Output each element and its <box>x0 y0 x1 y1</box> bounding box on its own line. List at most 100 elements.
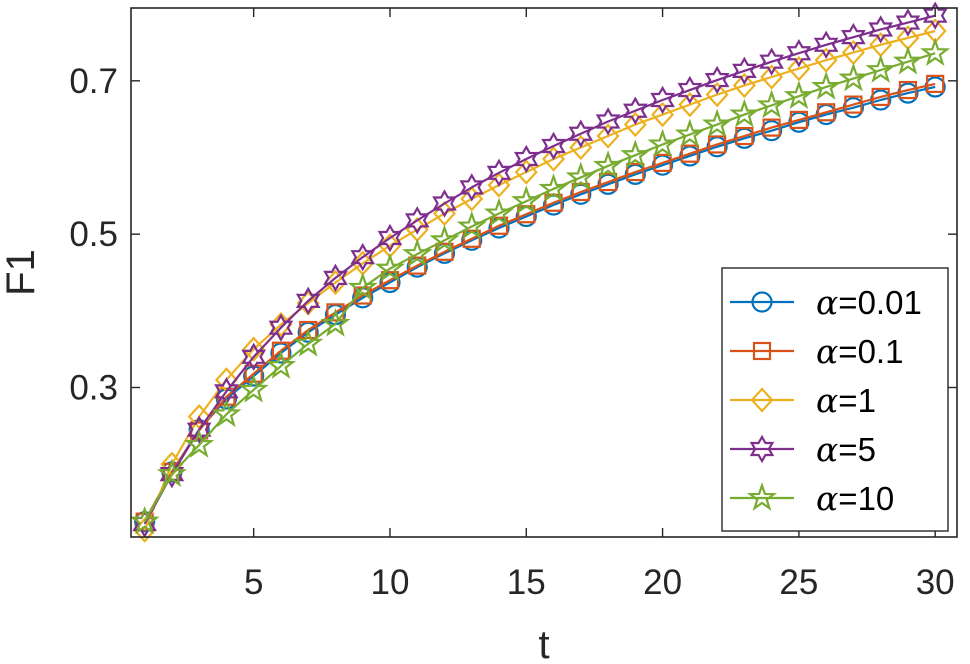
data-point <box>735 126 754 146</box>
data-point <box>705 81 729 108</box>
data-point <box>596 123 620 149</box>
legend-alpha-symbol: α <box>816 381 838 420</box>
data-point <box>871 87 890 107</box>
data-point <box>702 108 733 138</box>
x-axis-label: t <box>538 623 549 664</box>
series-4 <box>132 1 948 539</box>
data-point <box>350 242 376 272</box>
data-point <box>623 96 648 125</box>
data-point <box>347 271 378 301</box>
legend-alpha-symbol: α <box>816 332 838 371</box>
data-point <box>402 238 433 267</box>
data-point <box>813 30 839 60</box>
data-point <box>651 101 675 128</box>
data-point <box>760 64 784 90</box>
x-tick-label: 5 <box>244 563 263 602</box>
legend-item: α=1 <box>730 381 876 420</box>
ticks-layer: 5 10 15 20 25 30 0.3 0.5 0.7 <box>69 8 957 602</box>
data-point <box>186 415 212 444</box>
data-point <box>568 119 594 148</box>
data-point <box>704 65 730 95</box>
legend-label: α=5 <box>816 430 876 469</box>
data-point <box>783 80 814 109</box>
y-tick-label: 0.3 <box>69 369 118 408</box>
data-point <box>653 153 672 172</box>
data-point <box>838 62 869 92</box>
data-point <box>271 341 291 360</box>
data-point <box>569 134 593 161</box>
data-point <box>459 173 485 202</box>
legend-item: α=5 <box>730 430 876 469</box>
data-point <box>565 161 596 191</box>
data-point <box>732 72 756 99</box>
data-point <box>244 364 263 383</box>
data-point <box>868 15 893 44</box>
data-point <box>680 144 699 163</box>
legend-value: =10 <box>838 480 894 517</box>
series-5 <box>129 37 951 535</box>
legend-label: α=0.1 <box>816 332 903 371</box>
legend-alpha-symbol: α <box>816 283 838 322</box>
data-point <box>184 429 215 458</box>
series-layer <box>129 1 951 543</box>
legend-marker <box>752 341 772 361</box>
data-point <box>626 162 645 182</box>
axes-box <box>130 7 958 538</box>
data-point <box>320 308 351 337</box>
legend-alpha-symbol: α <box>816 479 838 518</box>
data-point <box>892 45 924 75</box>
data-point <box>841 22 866 52</box>
data-point <box>759 47 784 76</box>
data-point <box>187 403 211 430</box>
data-point <box>514 159 538 185</box>
data-point <box>623 111 647 138</box>
x-tick-label: 15 <box>507 563 546 602</box>
data-point <box>787 55 811 82</box>
legend-item: α=0.01 <box>730 283 922 322</box>
data-point <box>920 37 951 67</box>
data-point <box>762 118 781 137</box>
data-point <box>729 98 760 128</box>
legend-alpha-symbol: α <box>816 430 838 469</box>
data-point <box>817 103 836 122</box>
data-point <box>293 327 324 357</box>
data-point <box>732 56 757 86</box>
data-point <box>786 39 812 68</box>
legend-item: α=10 <box>730 479 894 518</box>
data-point <box>242 336 266 362</box>
legend: α=0.01α=0.1α=1α=5α=10 <box>721 267 949 532</box>
data-point <box>429 224 460 254</box>
series-line <box>143 82 936 523</box>
data-point <box>650 85 675 115</box>
data-point <box>460 186 484 212</box>
y-tick-label: 0.7 <box>69 62 118 101</box>
legend-value: =5 <box>838 431 876 468</box>
data-point <box>571 182 590 202</box>
data-point <box>159 459 185 489</box>
data-point <box>299 320 318 340</box>
data-point <box>592 150 624 179</box>
data-point <box>595 107 621 136</box>
data-point <box>620 139 651 169</box>
x-tick-label: 25 <box>779 563 818 602</box>
legend-label: α=0.01 <box>816 283 922 322</box>
legend-label: α=10 <box>816 479 894 518</box>
data-point <box>708 135 727 154</box>
data-point <box>898 80 918 100</box>
data-point <box>374 252 406 282</box>
series-line <box>143 14 936 525</box>
data-point <box>129 505 160 535</box>
data-point <box>541 131 566 161</box>
data-point <box>456 210 487 240</box>
data-point <box>542 146 566 172</box>
data-point <box>674 118 705 148</box>
legend-marker <box>749 434 775 464</box>
y-axis-label: F1 <box>0 249 43 296</box>
data-point <box>844 95 863 114</box>
data-point <box>926 74 945 94</box>
data-point <box>678 91 702 118</box>
x-tick-label: 30 <box>916 563 955 602</box>
data-point <box>647 128 678 158</box>
data-point <box>538 173 569 202</box>
